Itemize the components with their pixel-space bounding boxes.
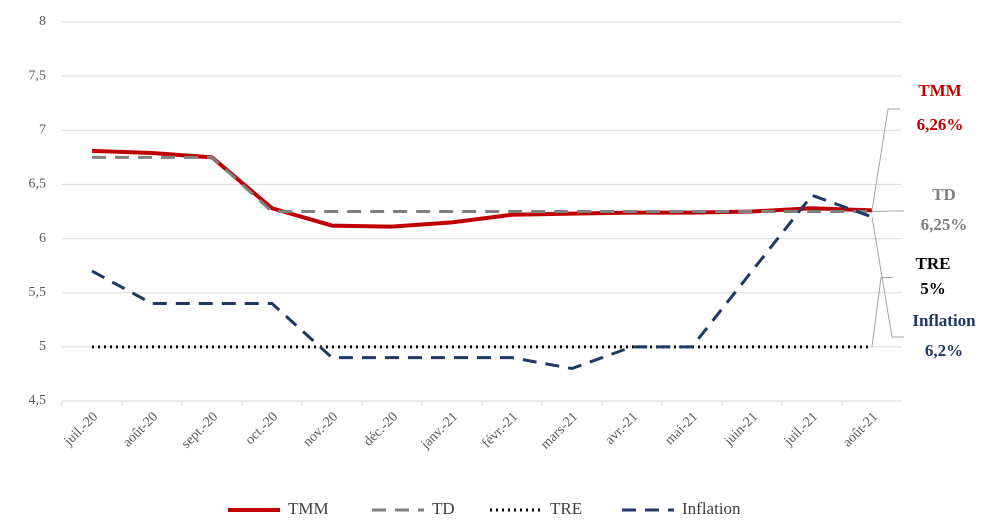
y-tick-label: 6,5 [29,177,47,192]
value-label: 6,26% [917,115,964,134]
legend-label: TRE [550,499,582,518]
annotation-name: TMM [918,81,961,100]
series-line [91,193,873,371]
series-line [92,155,872,213]
x-tick-label: nov.-20 [301,409,341,449]
x-tick-label: oct.-20 [243,409,281,447]
x-tick-label: juil.-20 [61,409,101,449]
series-line [91,148,873,229]
x-tick-label: déc.-20 [361,409,401,449]
x-tick-label: sept.-20 [179,409,221,451]
x-tick-label: août-21 [840,409,881,450]
y-tick-label: 5 [39,339,46,354]
x-tick-label: juil.-21 [781,409,821,449]
y-tick-label: 8 [39,14,46,29]
legend-label: Inflation [682,499,741,518]
x-tick-label: mai-21 [662,409,701,448]
y-tick-label: 7,5 [29,68,47,83]
legend-label: TMM [288,499,329,518]
x-tick-label: août-20 [120,409,161,450]
leader-line [871,277,893,347]
x-tick-label: janv.-21 [418,409,461,452]
x-tick-label: avr.-21 [603,409,641,447]
value-label: 6,25% [921,215,968,234]
annotation-name: TRE [916,254,951,273]
x-tick-label: mars-21 [538,409,581,452]
y-tick-label: 4,5 [29,393,47,408]
annotation-name: TD [932,185,956,204]
y-tick-label: 6 [39,231,46,246]
value-label: 5% [920,279,946,298]
x-tick-label: févr.-21 [479,409,521,451]
y-tick-label: 5,5 [29,285,47,300]
y-tick-label: 7 [39,123,46,138]
leader-line [871,216,904,338]
annotation-name: Inflation [912,311,976,330]
legend-label: TD [432,499,455,518]
value-label: 6,2% [925,341,963,360]
leader-line [871,108,900,211]
x-tick-label: juin-21 [721,409,761,449]
leader-line [871,210,904,212]
